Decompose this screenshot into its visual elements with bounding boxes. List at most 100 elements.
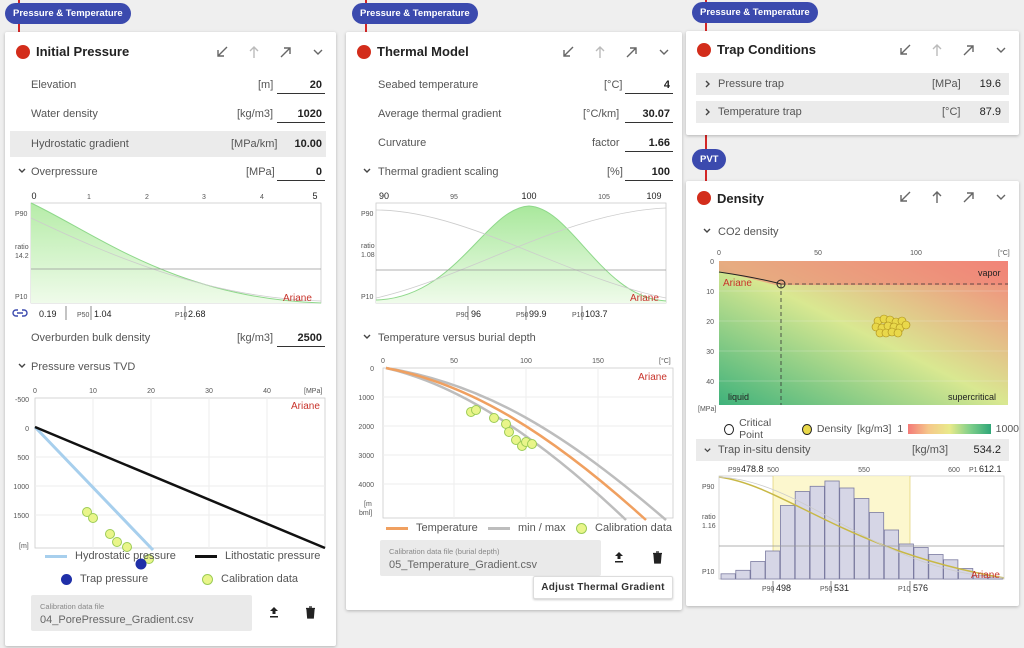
section-label: Pressure versus TVD	[31, 361, 136, 373]
chevron-down-icon[interactable]	[654, 42, 674, 62]
arrow-up-icon[interactable]	[927, 40, 947, 60]
histogram-bar	[809, 485, 825, 580]
field-overburden: Overburden bulk density [kg/m3] 2500	[5, 325, 336, 351]
tick-label: 3000	[358, 453, 374, 460]
legend-temperature: Temperature	[386, 522, 478, 534]
thermal-scaling-section[interactable]: Thermal gradient scaling [%] 100	[346, 159, 682, 185]
axis-label: P90	[361, 211, 374, 218]
tag-pressure-temperature[interactable]: Pressure & Temperature	[692, 2, 818, 23]
temperature-depth-section[interactable]: Temperature versus burial depth	[346, 325, 682, 351]
tick-label: 30	[706, 349, 714, 356]
field-label: Calibration data file (burial depth)	[389, 547, 500, 556]
elevation-input[interactable]: 20	[277, 76, 325, 94]
link-icon[interactable]	[12, 308, 28, 318]
arrow-up-right-icon[interactable]	[959, 187, 979, 207]
overpressure-input[interactable]: 0	[277, 163, 325, 181]
chevron-down-icon[interactable]	[362, 166, 372, 176]
tick-label: 500	[767, 467, 779, 474]
field-unit: [%]	[607, 166, 623, 178]
trap-temperature-row[interactable]: Temperature trap [°C] 87.9	[696, 101, 1009, 123]
chevron-down-icon[interactable]	[17, 361, 27, 371]
arrow-up-icon[interactable]	[244, 42, 264, 62]
histogram-bar	[824, 480, 840, 580]
field-label: Water density	[31, 108, 98, 120]
chevron-down-icon[interactable]	[308, 42, 328, 62]
trap-density-histogram: P99 478.8 500 550 600 P1 612.1 P90 ratio…	[686, 461, 1019, 596]
chevron-down-icon[interactable]	[17, 166, 27, 176]
trap-pressure-row[interactable]: Pressure trap [MPa] 19.6	[696, 73, 1009, 95]
trap-density-value: 534.2	[973, 444, 1001, 456]
trap-density-row[interactable]: Trap in-situ density [kg/m3] 534.2	[696, 439, 1009, 461]
calibration-point	[504, 427, 514, 437]
curvature-input[interactable]: 1.66	[625, 134, 673, 152]
thermal-gradient-input[interactable]: 30.07	[625, 105, 673, 123]
tick-label: 20	[706, 319, 714, 326]
arrow-up-icon[interactable]	[590, 42, 610, 62]
axis-label: 1.16	[702, 523, 716, 530]
tag-pressure-temperature[interactable]: Pressure & Temperature	[352, 3, 478, 24]
calibration-file-field[interactable]: Calibration data file 04_PorePressure_Gr…	[31, 595, 252, 631]
arrow-up-right-icon[interactable]	[276, 42, 296, 62]
tag-pressure-temperature[interactable]: Pressure & Temperature	[5, 3, 131, 24]
field-unit: [°C]	[604, 79, 623, 91]
arrow-down-left-icon[interactable]	[212, 42, 232, 62]
axis-label: P90	[15, 211, 28, 218]
water-density-input[interactable]: 1020	[277, 105, 325, 123]
tick-label: 10	[89, 388, 97, 395]
calibration-file-field[interactable]: Calibration data file (burial depth) 05_…	[380, 540, 601, 576]
phase-label-supercritical: supercritical	[948, 392, 996, 402]
trap-conditions-panel: Trap Conditions Pressure trap [MPa] 19.6…	[686, 31, 1019, 135]
tag-pvt[interactable]: PVT	[692, 149, 727, 170]
chevron-right-icon[interactable]	[704, 80, 712, 88]
histogram-bar	[765, 550, 781, 580]
arrow-up-right-icon[interactable]	[622, 42, 642, 62]
chevron-down-icon[interactable]	[362, 332, 372, 342]
adjust-thermal-gradient-button[interactable]: Adjust Thermal Gradient	[533, 576, 673, 599]
tick-label: 109	[646, 191, 661, 201]
density-icon	[801, 423, 812, 435]
seabed-temperature-input[interactable]: 4	[625, 76, 673, 94]
value-label: P90	[456, 312, 469, 319]
axis-unit: [MPa]	[698, 406, 716, 413]
arrow-down-left-icon[interactable]	[895, 187, 915, 207]
delete-icon[interactable]	[648, 548, 666, 566]
overburden-density-input[interactable]: 2500	[277, 329, 325, 347]
arrow-down-left-icon[interactable]	[558, 42, 578, 62]
histogram-bar	[780, 505, 796, 580]
overpressure-section[interactable]: Overpressure [MPa] 0	[5, 159, 336, 185]
row-label: Temperature trap	[718, 106, 802, 118]
trap-pressure-point	[135, 558, 147, 570]
arrow-down-left-icon[interactable]	[895, 40, 915, 60]
co2-density-section[interactable]: CO2 density	[686, 219, 1019, 245]
status-dot	[697, 43, 711, 57]
chevron-right-icon[interactable]	[704, 108, 712, 116]
chevron-down-icon[interactable]	[703, 446, 712, 455]
pressure-tvd-section[interactable]: Pressure versus TVD	[5, 354, 336, 380]
chevron-down-icon[interactable]	[702, 226, 712, 236]
upload-icon[interactable]	[265, 603, 283, 621]
calibration-point	[105, 529, 115, 539]
chevron-down-icon[interactable]	[991, 187, 1011, 207]
tick-label: 30	[205, 388, 213, 395]
chevron-down-icon[interactable]	[991, 40, 1011, 60]
value-label: P99	[728, 467, 741, 474]
section-label: Overpressure	[31, 166, 98, 178]
legend-density: Density	[816, 423, 852, 435]
row-label: Pressure trap	[718, 78, 785, 90]
phase-label-liquid: liquid	[728, 392, 749, 402]
field-label: Elevation	[31, 79, 77, 91]
tick-label: 50	[814, 250, 822, 257]
upload-icon[interactable]	[610, 548, 628, 566]
calibration-point	[489, 413, 499, 423]
arrow-up-icon[interactable]	[927, 187, 947, 207]
histogram-bar	[839, 487, 855, 580]
row-unit: [MPa]	[932, 78, 961, 90]
thermal-scaling-input[interactable]: 100	[625, 163, 673, 181]
histogram-bars	[720, 480, 1003, 580]
file-name: 05_Temperature_Gradient.csv	[389, 559, 537, 571]
histogram-bar	[943, 559, 959, 580]
tick-label: 10	[706, 289, 714, 296]
delete-icon[interactable]	[301, 603, 319, 621]
histogram-bar	[720, 573, 736, 580]
arrow-up-right-icon[interactable]	[959, 40, 979, 60]
